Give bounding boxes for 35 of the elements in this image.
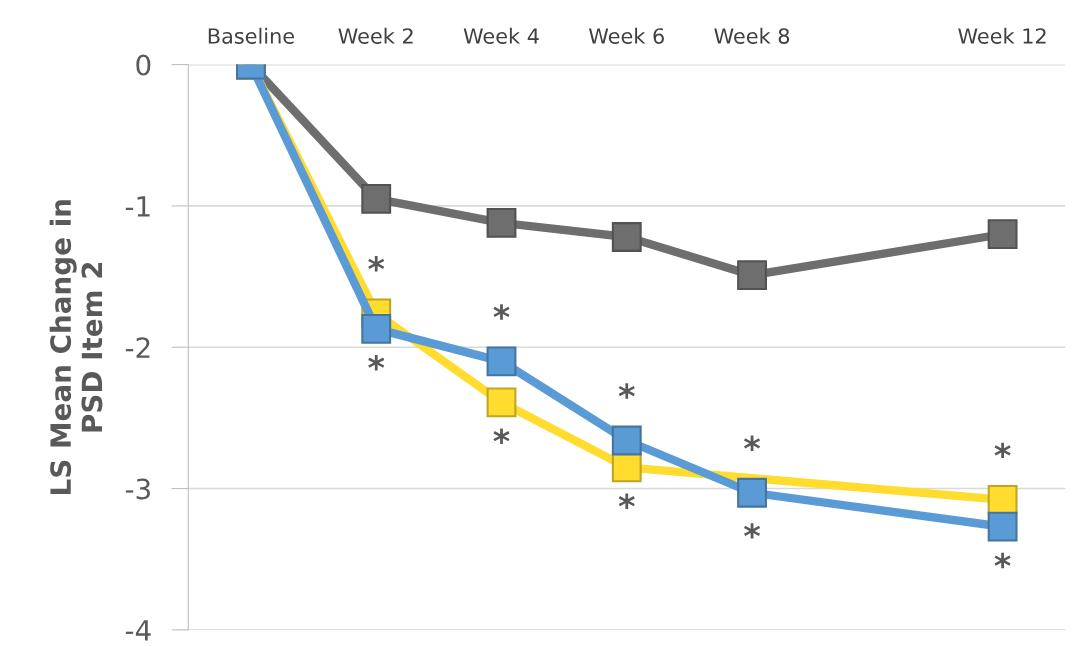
point xyxy=(486,346,517,377)
y-tick-label: -4 xyxy=(125,620,151,641)
annotation: * xyxy=(493,428,510,444)
y-tick-label: -3 xyxy=(125,478,150,500)
annotation: * xyxy=(493,304,510,320)
x-tick-label: Week 12 xyxy=(958,27,1046,44)
point xyxy=(987,484,1018,515)
annotation: * xyxy=(744,435,761,452)
point xyxy=(737,477,767,508)
point xyxy=(737,260,767,291)
y-axis-title: LS Mean Change in PSD Item 2 xyxy=(49,200,103,494)
point xyxy=(486,387,517,418)
annotation: * xyxy=(994,552,1011,569)
annotation: * xyxy=(618,383,635,399)
point xyxy=(486,207,517,238)
y-tick-label: 0 xyxy=(136,54,151,76)
annotation: * xyxy=(618,493,635,509)
point xyxy=(361,313,392,344)
annotation: * xyxy=(744,523,761,539)
annotation: * xyxy=(368,354,385,371)
point xyxy=(987,219,1018,250)
point xyxy=(987,511,1018,542)
point xyxy=(611,425,642,456)
x-tick-label: Week 8 xyxy=(714,27,790,44)
y-tick-label: -2 xyxy=(125,337,150,358)
annotation: * xyxy=(368,256,385,272)
x-tick-label: Week 2 xyxy=(338,27,413,44)
point xyxy=(611,452,642,483)
point xyxy=(361,183,392,214)
annotation: * xyxy=(994,442,1011,459)
y-tick-label: -1 xyxy=(125,196,150,217)
x-tick-label: Week 6 xyxy=(588,27,664,44)
point xyxy=(611,222,642,252)
x-tick-label: Baseline xyxy=(208,27,294,44)
x-tick-label: Week 4 xyxy=(463,27,539,44)
